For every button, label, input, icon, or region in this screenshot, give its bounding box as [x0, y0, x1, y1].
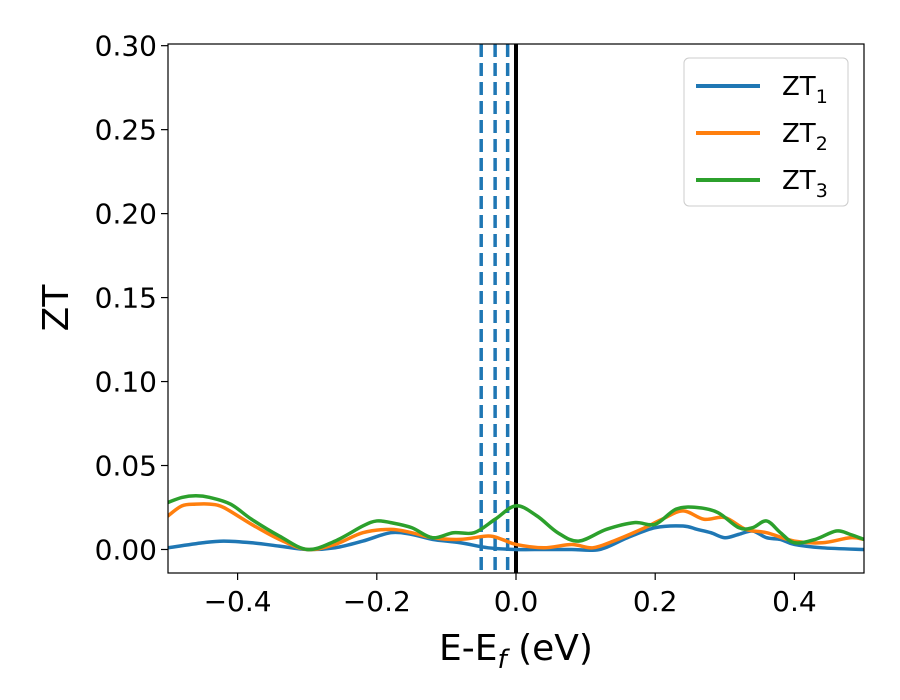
y-tick-label: 0.20 — [95, 198, 157, 231]
y-axis-label: ZT — [36, 284, 77, 332]
legend: ZT1 ZT2 ZT3 — [683, 57, 849, 207]
legend-label-zt1: ZT1 — [782, 72, 828, 108]
legend-label-zt2: ZT2 — [782, 119, 828, 155]
x-tick-label: 0.2 — [633, 585, 678, 618]
y-axis: 0.00 0.05 0.10 0.15 0.20 0.25 0.30 — [95, 30, 168, 566]
x-tick-label: 0.4 — [772, 585, 817, 618]
legend-label-zt3: ZT3 — [782, 166, 828, 202]
series-lines — [168, 494, 864, 553]
x-axis: −0.4 −0.2 0.0 0.2 0.4 — [204, 573, 817, 618]
y-tick-label: 0.05 — [95, 450, 157, 483]
y-tick-label: 0.00 — [95, 533, 157, 566]
legend-box — [683, 57, 849, 207]
y-tick-label: 0.30 — [95, 30, 157, 63]
series-line-zt3 — [168, 494, 864, 552]
reference-lines — [479, 44, 518, 573]
x-axis-label: E-Ef (eV) — [439, 628, 593, 675]
x-tick-label: −0.4 — [204, 585, 272, 618]
x-axis-label-unit: (eV) — [507, 628, 593, 669]
y-tick-label: 0.15 — [95, 282, 157, 315]
x-tick-label: 0.0 — [494, 585, 539, 618]
y-tick-label: 0.25 — [95, 114, 157, 147]
y-tick-label: 0.10 — [95, 366, 157, 399]
x-tick-label: −0.2 — [343, 585, 411, 618]
